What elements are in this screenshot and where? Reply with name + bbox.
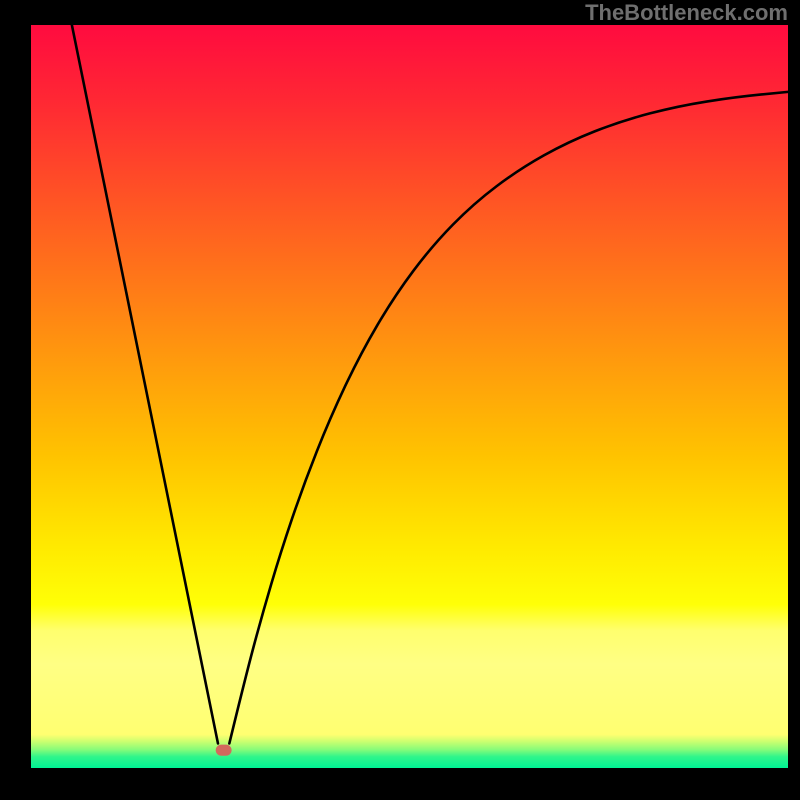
frame-right [788, 0, 800, 800]
frame-bottom [0, 768, 800, 800]
watermark-text: TheBottleneck.com [585, 0, 788, 26]
minimum-marker [216, 745, 232, 756]
bottleneck-chart [0, 0, 800, 800]
frame-left [0, 0, 31, 800]
plot-gradient [31, 25, 788, 768]
